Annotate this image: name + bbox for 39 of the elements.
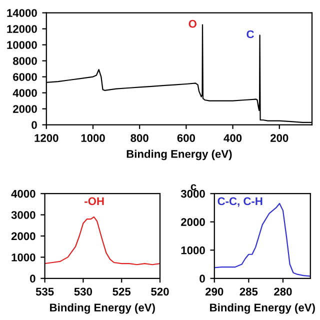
x-axis-title: Binding Energy (eV) <box>126 150 232 160</box>
y-tick-label: 1000 <box>181 246 205 254</box>
x-tick-label: 520 <box>151 288 169 296</box>
x-tick-label: 525 <box>112 288 131 296</box>
y-tick-label: 1000 <box>12 253 36 262</box>
y-tick-label: 0 <box>30 274 36 283</box>
annotation: O <box>188 20 196 28</box>
y-tick-label: 10000 <box>7 41 37 49</box>
text: c <box>190 184 196 190</box>
y-tick-label: 0 <box>32 121 37 129</box>
x-tick-label: 1200 <box>34 134 58 142</box>
y-tick-label: 2000 <box>181 218 205 226</box>
y-tick-label: 6000 <box>13 73 37 81</box>
x-tick-label: 280 <box>274 288 292 296</box>
y-tick-label: 3000 <box>11 211 36 219</box>
y-tick-label: 8000 <box>13 57 37 65</box>
y-tick-label: 12000 <box>7 25 37 33</box>
annotation: -OH <box>84 197 104 206</box>
y-tick-label: 2000 <box>13 105 37 113</box>
x-tick-label: 200 <box>270 134 288 142</box>
x-axis-title: Binding Energy (eV) <box>210 303 315 314</box>
y-tick-label: 3000 <box>180 190 205 198</box>
y-tick-label: 0 <box>200 274 205 283</box>
annotation: C <box>246 30 254 38</box>
x-tick-label: 600 <box>177 134 196 142</box>
x-tick-label: 530 <box>74 288 92 296</box>
y-tick-label: 14000 <box>7 9 37 17</box>
x-tick-label: 1000 <box>81 134 105 142</box>
x-tick-label: 285 <box>240 288 258 296</box>
x-tick-label: 535 <box>36 288 54 296</box>
line-series <box>44 216 160 266</box>
x-tick-label: 400 <box>224 134 242 142</box>
y-tick-label: 4000 <box>12 89 37 97</box>
x-tick-label: 290 <box>206 288 224 296</box>
y-tick-label: 4000 <box>11 190 36 198</box>
x-axis-title: Binding Energy (eV) <box>50 303 155 314</box>
x-tick-label: 800 <box>130 134 148 142</box>
y-tick-label: 2000 <box>11 232 36 240</box>
annotation: C-C, C-H <box>218 197 262 207</box>
